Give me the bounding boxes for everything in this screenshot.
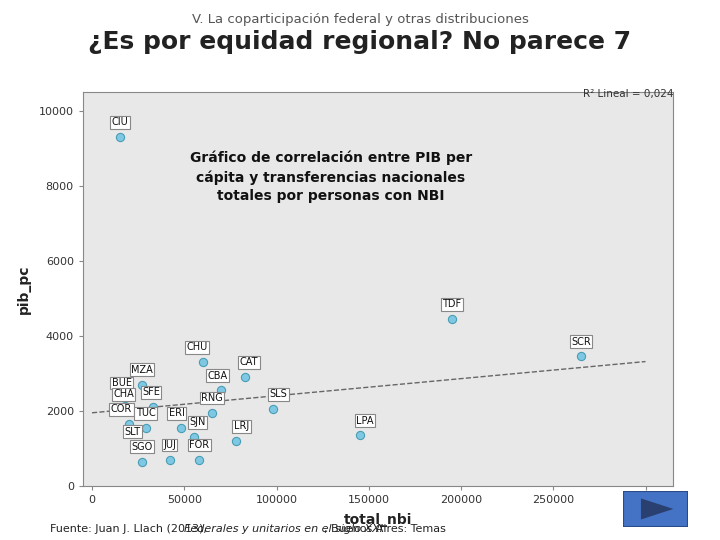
Point: [114, 132, 125, 141]
Text: Fuente: Juan J. Llach (2013),: Fuente: Juan J. Llach (2013),: [50, 523, 211, 534]
Text: BUE: BUE: [112, 378, 132, 388]
Text: SFE: SFE: [142, 387, 160, 397]
Text: JUJ: JUJ: [163, 440, 176, 450]
Text: SLT: SLT: [125, 427, 140, 437]
Point: [446, 315, 458, 323]
Text: Gráfico de correlación entre PIB per
cápita y transferencias nacionales
totales : Gráfico de correlación entre PIB per cáp…: [189, 151, 472, 203]
Point: [136, 457, 148, 466]
Text: CBA: CBA: [207, 370, 228, 381]
Point: [163, 455, 175, 464]
Point: [197, 358, 209, 367]
Text: LRJ: LRJ: [234, 421, 249, 431]
Point: [123, 420, 135, 428]
Polygon shape: [641, 498, 673, 519]
Point: [193, 455, 204, 464]
Point: [130, 442, 142, 451]
Point: [120, 394, 131, 402]
Text: CHA: CHA: [113, 389, 134, 399]
Text: CIU: CIU: [112, 118, 128, 127]
Text: ¿Es por equidad regional? No parece 7: ¿Es por equidad regional? No parece 7: [89, 30, 631, 53]
Text: Federales y unitarios en el siglo XXI: Federales y unitarios en el siglo XXI: [184, 523, 382, 534]
Point: [147, 403, 158, 411]
Point: [267, 404, 279, 413]
Point: [239, 373, 251, 381]
Text: SJN: SJN: [189, 417, 205, 428]
Text: , Buenos Aires: Temas: , Buenos Aires: Temas: [324, 523, 446, 534]
Point: [354, 431, 365, 440]
Text: SLS: SLS: [269, 389, 287, 399]
Text: CHU: CHU: [186, 342, 208, 352]
Point: [140, 423, 151, 432]
Text: SGO: SGO: [131, 442, 153, 452]
Y-axis label: pib_pc: pib_pc: [17, 264, 30, 314]
Point: [230, 437, 242, 445]
Text: LPA: LPA: [356, 416, 374, 426]
Point: [215, 386, 227, 395]
Text: TDF: TDF: [442, 299, 462, 309]
Text: ERI: ERI: [169, 408, 185, 418]
Point: [206, 408, 217, 417]
Text: V. La coparticipación federal y otras distribuciones: V. La coparticipación federal y otras di…: [192, 14, 528, 26]
Point: [123, 404, 135, 413]
Text: RNG: RNG: [201, 393, 222, 403]
Text: CAT: CAT: [240, 357, 258, 367]
Text: SCR: SCR: [571, 337, 591, 347]
X-axis label: total_nbi: total_nbi: [344, 514, 412, 528]
Point: [575, 352, 587, 361]
Text: R² Lineal = 0,024: R² Lineal = 0,024: [582, 89, 673, 99]
Text: MZA: MZA: [131, 365, 153, 375]
Point: [136, 380, 148, 389]
Point: [188, 433, 199, 442]
Point: [175, 423, 186, 432]
Text: TUC: TUC: [135, 408, 156, 418]
Text: FOR: FOR: [189, 440, 209, 450]
Text: COR: COR: [111, 404, 132, 414]
